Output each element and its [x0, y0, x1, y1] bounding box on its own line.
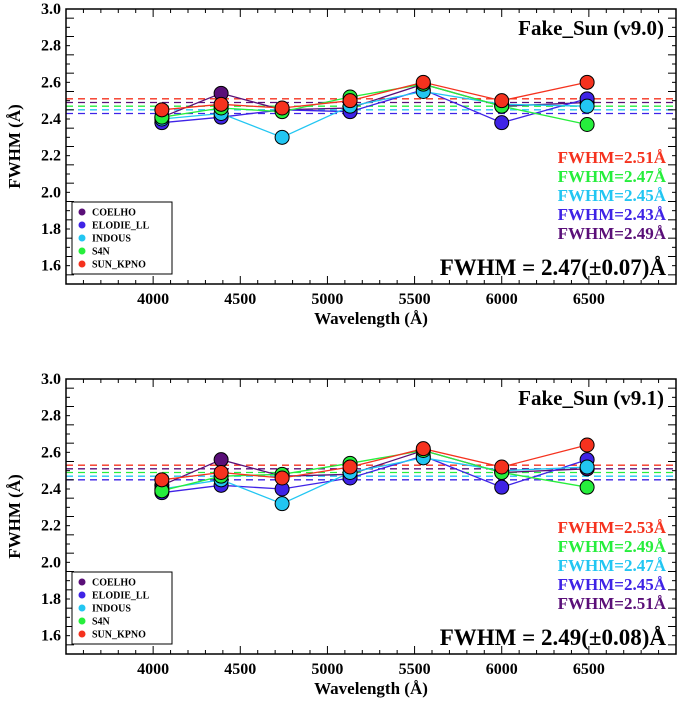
chart-panel-1: 4000 4500 5000 5500 6000 6500 1.6 1.8 2.0 2.2 2.4 2…: [5, 1, 677, 328]
y-tick-label: 2.0: [41, 554, 61, 571]
x-tick-label: 6500: [573, 661, 605, 678]
legend-marker-indous: [78, 234, 86, 242]
x-axis-title: Wavelength (Å): [314, 679, 428, 698]
legend-marker-s4n: [78, 247, 86, 255]
y-tick-label: 1.6: [41, 628, 61, 645]
data-point-sun_kpno: [579, 74, 595, 90]
legend-label-elodie_ll: ELODIE_LL: [92, 221, 150, 232]
data-point-s4n: [579, 117, 595, 132]
legend-marker-indous: [78, 604, 86, 612]
data-point-indous: [579, 459, 595, 475]
data-point-sun_kpno: [342, 93, 358, 109]
legend-marker-coelho: [78, 578, 86, 586]
legend-box: [71, 571, 173, 645]
x-tick-label: 6000: [486, 291, 518, 308]
legend-label-sun_kpno: SUN_KPNO: [92, 630, 146, 641]
y-tick-label: 2.0: [41, 184, 61, 201]
legend-label-elodie_ll: ELODIE_LL: [92, 591, 150, 602]
x-tick-label: 5000: [311, 291, 343, 308]
fwhm-label-coelho: FWHM=2.49Å: [558, 224, 667, 243]
y-tick-label: 2.6: [41, 444, 61, 461]
data-point-sun_kpno: [415, 74, 431, 90]
data-point-sun_kpno: [494, 459, 510, 475]
fwhm-label-elodie_ll: FWHM=2.43Å: [558, 205, 667, 224]
y-tick-label: 1.8: [41, 221, 61, 238]
legend-marker-sun_kpno: [78, 260, 86, 268]
y-tick-label: 2.8: [41, 408, 61, 425]
fwhm-label-sun_kpno: FWHM=2.53Å: [558, 518, 667, 537]
fwhm-label-sun_kpno: FWHM=2.51Å: [558, 148, 667, 167]
y-tick-label: 2.2: [41, 518, 61, 535]
x-tick-label: 4500: [224, 291, 256, 308]
data-point-elodie_ll: [494, 479, 510, 495]
legend-label-coelho: COELHO: [92, 208, 136, 219]
x-tick-label: 4000: [137, 291, 169, 308]
legend-label-indous: INDOUS: [92, 234, 131, 245]
y-axis-title: FWHM (Å): [5, 104, 24, 189]
fwhm-label-indous: FWHM=2.47Å: [558, 556, 667, 575]
y-tick-label: 3.0: [41, 1, 61, 18]
y-tick-label: 2.8: [41, 38, 61, 55]
data-point-indous: [579, 98, 595, 114]
y-tick-label: 2.4: [41, 111, 61, 128]
data-point-s4n: [579, 479, 595, 495]
legend-label-indous: INDOUS: [92, 604, 131, 615]
legend-marker-s4n: [78, 617, 86, 625]
legend-marker-elodie_ll: [78, 221, 86, 229]
fwhm-label-coelho: FWHM=2.51Å: [558, 594, 667, 613]
data-point-sun_kpno: [342, 459, 358, 475]
legend-marker-elodie_ll: [78, 591, 86, 599]
data-point-sun_kpno: [415, 441, 431, 457]
fwhm-label-s4n: FWHM=2.49Å: [558, 537, 667, 556]
fwhm-label-indous: FWHM=2.45Å: [558, 186, 667, 205]
y-tick-label: 2.2: [41, 148, 61, 165]
x-tick-label: 5000: [311, 661, 343, 678]
y-axis-title: FWHM (Å): [5, 474, 24, 559]
panel-title: Fake_Sun (v9.0): [518, 16, 664, 40]
y-tick-label: 2.4: [41, 481, 61, 498]
y-tick-label: 1.8: [41, 591, 61, 608]
legend-label-s4n: S4N: [92, 617, 111, 628]
data-point-sun_kpno: [274, 470, 290, 486]
legend-box: [71, 201, 173, 275]
x-tick-label: 5500: [399, 661, 431, 678]
legend-label-s4n: S4N: [92, 247, 111, 258]
data-point-sun_kpno: [213, 96, 229, 112]
data-point-indous: [274, 129, 290, 145]
data-point-sun_kpno: [154, 102, 170, 118]
data-point-sun_kpno: [213, 465, 229, 480]
chart-panel-2: 4000 4500 5000 5500 6000 6500 1.6 1.8 2.0 2.2 2.4 2…: [5, 371, 677, 698]
y-tick-label: 1.6: [41, 258, 61, 275]
legend-marker-sun_kpno: [78, 630, 86, 638]
legend-label-coelho: COELHO: [92, 578, 136, 589]
fwhm-label-elodie_ll: FWHM=2.45Å: [558, 575, 667, 594]
data-point-sun_kpno: [274, 100, 290, 116]
y-tick-label: 2.6: [41, 74, 61, 91]
x-tick-label: 6500: [573, 291, 605, 308]
data-point-indous: [274, 496, 290, 512]
x-tick-label: 6000: [486, 661, 518, 678]
data-point-sun_kpno: [154, 472, 170, 488]
panel-title: Fake_Sun (v9.1): [518, 386, 664, 410]
legend-label-sun_kpno: SUN_KPNO: [92, 260, 146, 271]
data-point-coelho: [213, 452, 229, 468]
data-point-elodie_ll: [494, 115, 510, 131]
y-tick-label: 3.0: [41, 371, 61, 388]
x-axis-title: Wavelength (Å): [314, 309, 428, 328]
data-point-sun_kpno: [494, 93, 510, 109]
fwhm-total: FWHM = 2.47(±0.07)Å: [440, 255, 667, 280]
fwhm-total: FWHM = 2.49(±0.08)Å: [440, 625, 667, 650]
legend-marker-coelho: [78, 208, 86, 216]
data-point-sun_kpno: [579, 437, 595, 453]
x-tick-label: 4500: [224, 661, 256, 678]
x-tick-label: 4000: [137, 661, 169, 678]
fwhm-label-s4n: FWHM=2.47Å: [558, 167, 667, 186]
x-tick-label: 5500: [399, 291, 431, 308]
